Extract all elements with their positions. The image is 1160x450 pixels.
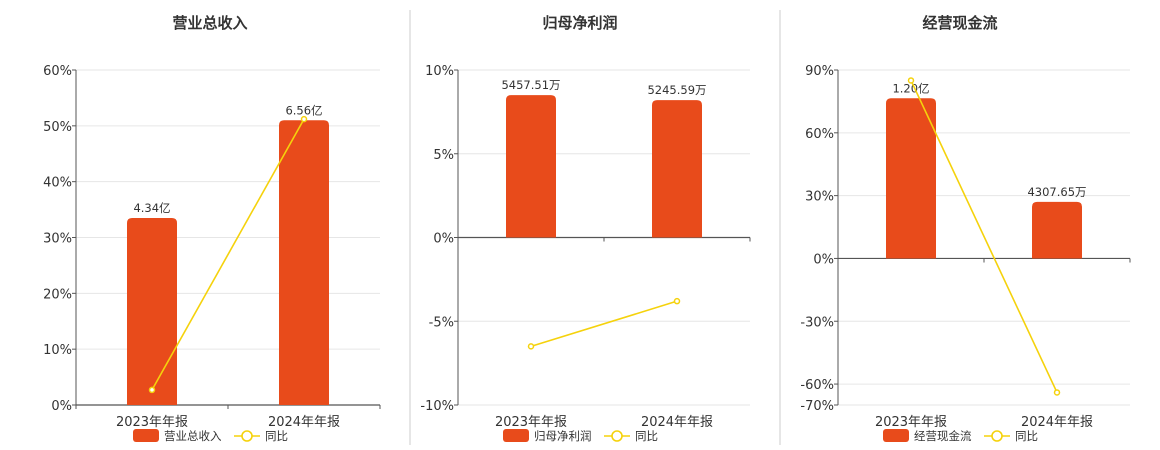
bar-data-label: 6.56亿 [285,103,322,117]
y-tick-label: 90% [805,64,834,79]
line-series [530,300,678,348]
x-tick-label: 2024年年报 [268,415,340,430]
bar-data-label: 5457.51万 [501,78,560,92]
y-tick-label: 60% [43,64,72,79]
line-series [151,118,305,391]
y-tick-label: 20% [43,287,72,302]
y-tick-label: -30% [800,315,834,330]
chart-panel-3: 经营现金流 90% 60% 30% 0% -30% -60% -70% 1.20亿 4307.65… [800,14,1131,443]
y-tick-label: 40% [43,176,72,191]
legend-bar-label: 营业总收入 [164,429,222,443]
bar [1032,201,1082,259]
legend-bar-label: 经营现金流 [914,429,972,443]
legend-line-marker [241,430,253,442]
bar [886,98,936,259]
line-point [1053,389,1061,396]
y-tick-label: -5% [429,315,454,330]
y-tick-label: -70% [800,399,834,414]
x-tick-label: 2024年年报 [1021,415,1093,430]
chart-title: 经营现金流 [922,14,997,32]
line-series [910,80,1058,393]
bar [279,120,329,405]
y-tick-label: 5% [433,148,454,163]
line-point [148,386,156,394]
legend-line-label: 同比 [265,429,288,443]
chart-title: 归母净利润 [542,14,617,32]
y-tick-label: 30% [805,190,834,205]
line-point [673,297,681,305]
y-tick-label: 0% [51,399,72,414]
line-point [527,343,535,350]
legend-bar-swatch [883,429,909,442]
chart-panel-2: 归母净利润 10% 5% 0% -5% -10% 5457.51万 5245.59万 2023年… [420,14,751,443]
y-tick-label: 60% [805,127,834,142]
bar-data-label: 4.34亿 [133,201,170,215]
legend-line-label: 同比 [1015,429,1038,443]
legend-bar-swatch [503,429,529,442]
bar [652,100,702,238]
bar-data-label: 1.20亿 [892,81,929,95]
legend-line-label: 同比 [635,429,658,443]
legend-line-marker [611,430,623,442]
y-tick-label: 10% [43,343,72,358]
y-tick-label: -10% [420,399,454,414]
y-tick-label: 0% [433,232,454,247]
legend-line-marker [991,430,1003,442]
x-tick-label: 2023年年报 [875,415,947,430]
bar [506,95,556,238]
bar [127,217,177,405]
y-tick-label: 0% [813,252,834,267]
bar-data-label: 4307.65万 [1027,185,1086,199]
legend-bar-swatch [133,429,159,442]
chart-panel-1: 营业总收入 60% 50% 40% 30% 20% 10% 0% 4.34亿 6.56亿 2023年… [43,14,381,443]
line-point [300,115,308,123]
bar-data-label: 5245.59万 [647,83,706,97]
y-tick-label: 50% [43,120,72,135]
legend-bar-label: 归母净利润 [534,429,592,443]
y-tick-label: 30% [43,232,72,247]
x-tick-label: 2023年年报 [116,415,188,430]
x-tick-label: 2024年年报 [641,415,713,430]
line-point [907,77,915,84]
chart-title: 营业总收入 [172,14,247,32]
y-tick-label: 10% [425,64,454,79]
x-tick-label: 2023年年报 [495,415,567,430]
y-tick-label: -60% [800,378,834,393]
